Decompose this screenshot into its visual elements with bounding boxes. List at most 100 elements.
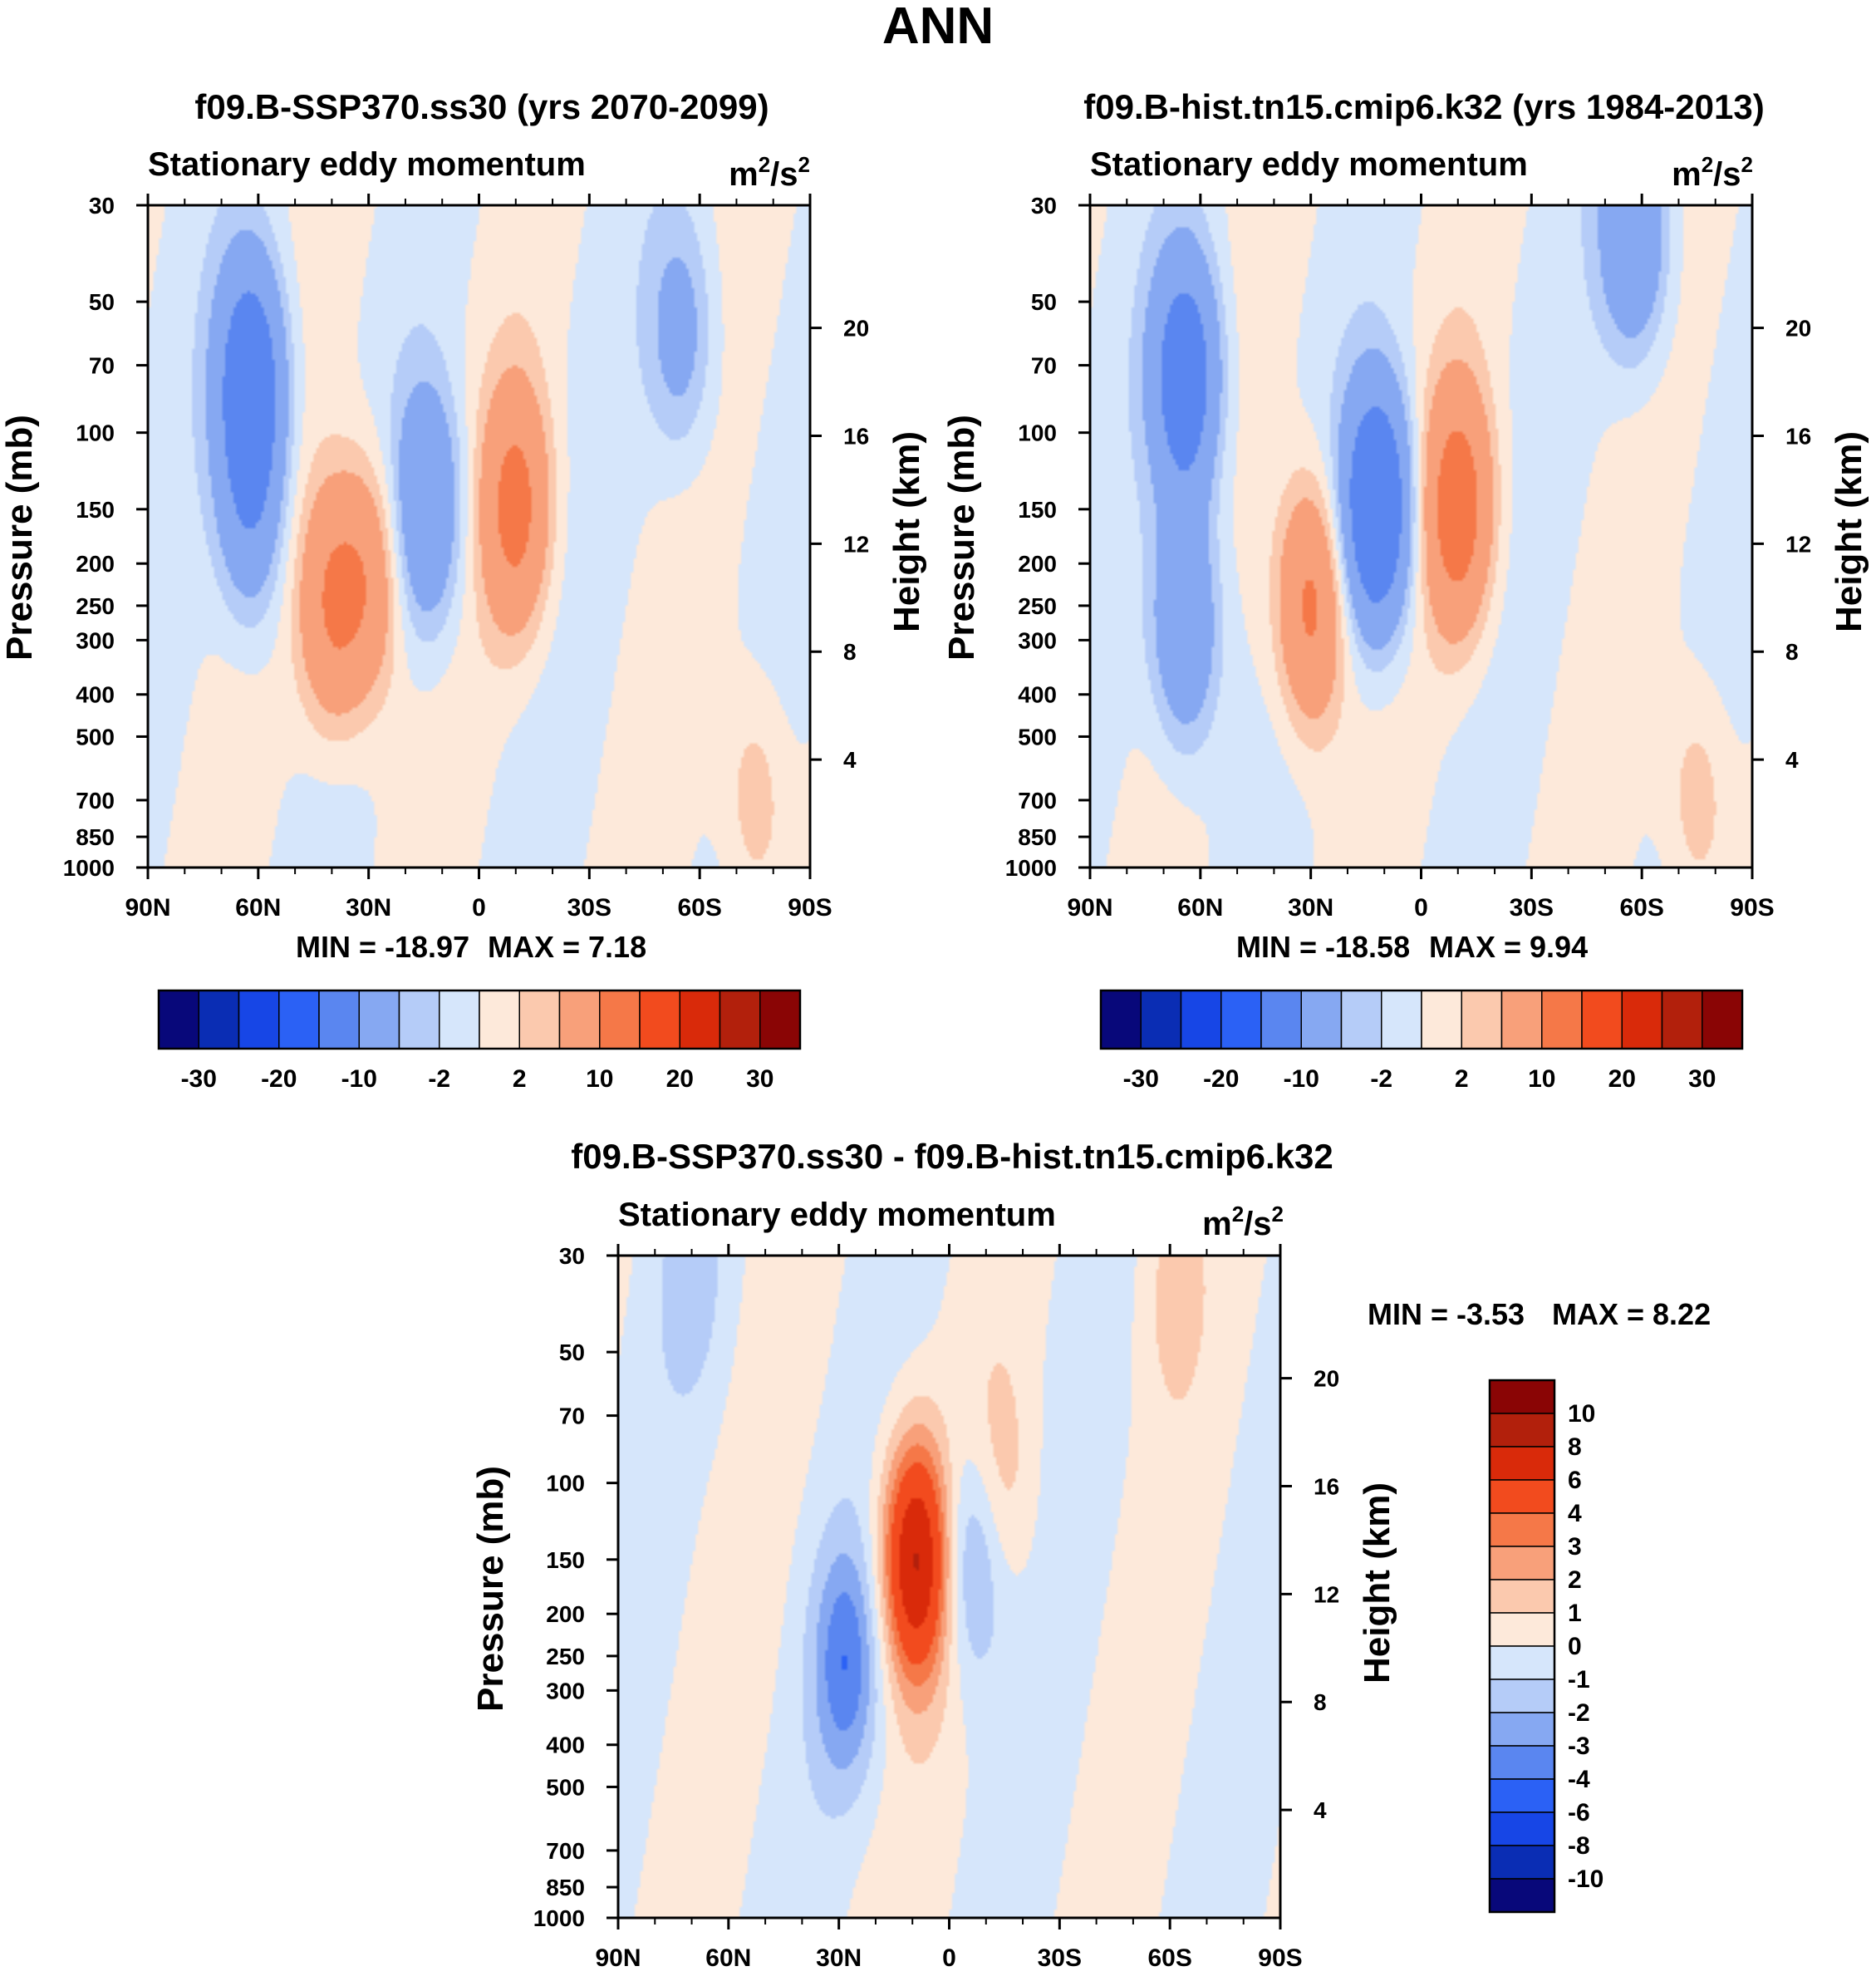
- x-tick-label: 30N: [1288, 894, 1333, 922]
- colorbar-label: 20: [666, 1065, 694, 1093]
- y-tick-label: 700: [546, 1838, 585, 1864]
- colorbar-label: -10: [1568, 1865, 1603, 1893]
- colorbar-frame: [1488, 1379, 1556, 1914]
- colorbar-box: [1489, 1379, 1555, 1414]
- colorbar-box: [238, 990, 280, 1049]
- colorbar-box: [1300, 990, 1343, 1049]
- y2-tick-label: 8: [1314, 1689, 1327, 1715]
- y-tick-label: 30: [559, 1243, 585, 1269]
- colorbar-box: [1421, 990, 1462, 1049]
- y-tick-label: 300: [76, 627, 115, 653]
- colorbar-label: -6: [1568, 1799, 1590, 1826]
- panel-2-plot: 90N 60N 30N 0 30S 60S 90S 30 50 70 100 150 200 250 300…: [1005, 193, 1811, 922]
- panel-1-y2label: Height (km): [886, 431, 927, 632]
- y-tick-label: 50: [1031, 289, 1057, 315]
- panel-1-left-label: Stationary eddy momentum: [148, 146, 586, 183]
- colorbar-box: [278, 990, 320, 1049]
- colorbar-label: -30: [1123, 1065, 1159, 1093]
- x-tick-label: 60S: [1619, 894, 1663, 922]
- colorbar-box: [1581, 990, 1623, 1049]
- x-tick-label: 60N: [1177, 894, 1223, 922]
- colorbar-label: 4: [1568, 1500, 1582, 1527]
- colorbar-box: [198, 990, 240, 1049]
- colorbar-frame: [157, 989, 802, 1050]
- x-tick-label: 90S: [1258, 1944, 1302, 1972]
- colorbar-label: 30: [746, 1065, 773, 1093]
- colorbar-label: 3: [1568, 1533, 1582, 1561]
- colorbar-box: [1489, 1546, 1555, 1580]
- contour-field: [1090, 205, 1752, 868]
- colorbar-box: [1541, 990, 1583, 1049]
- y-tick-label: 300: [546, 1678, 585, 1703]
- x-tick-label: 90S: [1730, 894, 1774, 922]
- y2-tick-label: 20: [1785, 316, 1811, 342]
- colorbar-box: [1489, 1845, 1555, 1880]
- panel-2-units: m2/s2: [1672, 152, 1753, 193]
- colorbar-box: [719, 990, 761, 1049]
- colorbar-box: [1461, 990, 1503, 1049]
- colorbar-box: [1381, 990, 1422, 1049]
- panel-1-title: f09.B-SSP370.ss30 (yrs 2070-2099): [194, 87, 769, 126]
- x-tick-label: 30N: [346, 894, 391, 922]
- y2-tick-label: 16: [1785, 423, 1811, 449]
- y-tick-label: 700: [76, 788, 115, 814]
- y-tick-label: 850: [546, 1875, 585, 1900]
- y2-tick-label: 16: [1314, 1473, 1339, 1499]
- y-tick-label: 850: [1018, 824, 1057, 850]
- x-tick-label: 90N: [1067, 894, 1112, 922]
- x-tick-label: 90N: [595, 1944, 641, 1972]
- colorbar-label: -3: [1568, 1733, 1590, 1760]
- panel-1-colorbar: -30 -20 -10 -2 2 10 20 30: [157, 989, 802, 1093]
- panel-1-min-label: MIN = -18.97: [296, 930, 469, 964]
- y2-tick-label: 12: [843, 531, 869, 557]
- colorbar-label: -30: [181, 1065, 217, 1093]
- y-tick-label: 500: [1018, 724, 1057, 750]
- panel-2-colorbar: -30 -20 -10 -2 2 10 20 30: [1099, 989, 1744, 1093]
- y-tick-label: 70: [89, 353, 115, 379]
- panel-1-plot: 90N 60N 30N 0 30S 60S 90S 30 50 70 100 150 200 250 300…: [63, 193, 869, 922]
- y-tick-label: 850: [76, 824, 115, 850]
- y2-tick-label: 12: [1314, 1581, 1339, 1607]
- colorbar-label: 6: [1568, 1467, 1582, 1494]
- colorbar-box: [318, 990, 360, 1049]
- panel-3-max-label: MAX = 8.22: [1552, 1297, 1711, 1331]
- y-tick-label: 1000: [533, 1905, 585, 1931]
- colorbar-label: -10: [341, 1065, 377, 1093]
- panel-2-title: f09.B-hist.tn15.cmip6.k32 (yrs 1984-2013…: [1083, 87, 1764, 126]
- colorbar-box: [1500, 990, 1543, 1049]
- colorbar-label: 0: [1568, 1633, 1582, 1660]
- x-tick-label: 30S: [1510, 894, 1554, 922]
- colorbar-label: 30: [1688, 1065, 1716, 1093]
- colorbar-box: [1489, 1778, 1555, 1813]
- colorbar-box: [1489, 1413, 1555, 1448]
- colorbar-box: [1260, 990, 1302, 1049]
- y-tick-label: 70: [1031, 353, 1057, 379]
- y-tick-label: 400: [546, 1733, 585, 1758]
- colorbar-label: -2: [1370, 1065, 1392, 1093]
- x-tick-label: 0: [1414, 894, 1428, 922]
- x-tick-label: 60S: [677, 894, 721, 922]
- colorbar-box: [679, 990, 721, 1049]
- y-tick-label: 150: [76, 497, 115, 523]
- y2-tick-label: 20: [1314, 1366, 1339, 1392]
- panel-2-ylabel: Pressure (mb): [941, 415, 982, 661]
- panel-2: f09.B-hist.tn15.cmip6.k32 (yrs 1984-2013…: [941, 87, 1869, 1093]
- contour-field: [618, 1256, 1280, 1918]
- x-tick-label: 60N: [235, 894, 281, 922]
- x-tick-label: 30S: [1038, 1944, 1082, 1972]
- y-tick-label: 100: [546, 1471, 585, 1497]
- y-tick-label: 1000: [1005, 855, 1057, 881]
- colorbar-label: 2: [513, 1065, 527, 1093]
- colorbar-box: [1489, 1645, 1555, 1680]
- x-tick-label: 30N: [816, 1944, 862, 1972]
- y-tick-label: 700: [1018, 788, 1057, 814]
- colorbar-box: [1489, 1579, 1555, 1614]
- y-tick-label: 70: [559, 1403, 585, 1429]
- colorbar-label: 10: [1568, 1400, 1595, 1428]
- panel-2-min-label: MIN = -18.58: [1236, 930, 1410, 964]
- y-tick-label: 500: [546, 1774, 585, 1800]
- y-tick-label: 1000: [63, 855, 115, 881]
- x-tick-label: 60N: [705, 1944, 751, 1972]
- colorbar-label: -20: [261, 1065, 297, 1093]
